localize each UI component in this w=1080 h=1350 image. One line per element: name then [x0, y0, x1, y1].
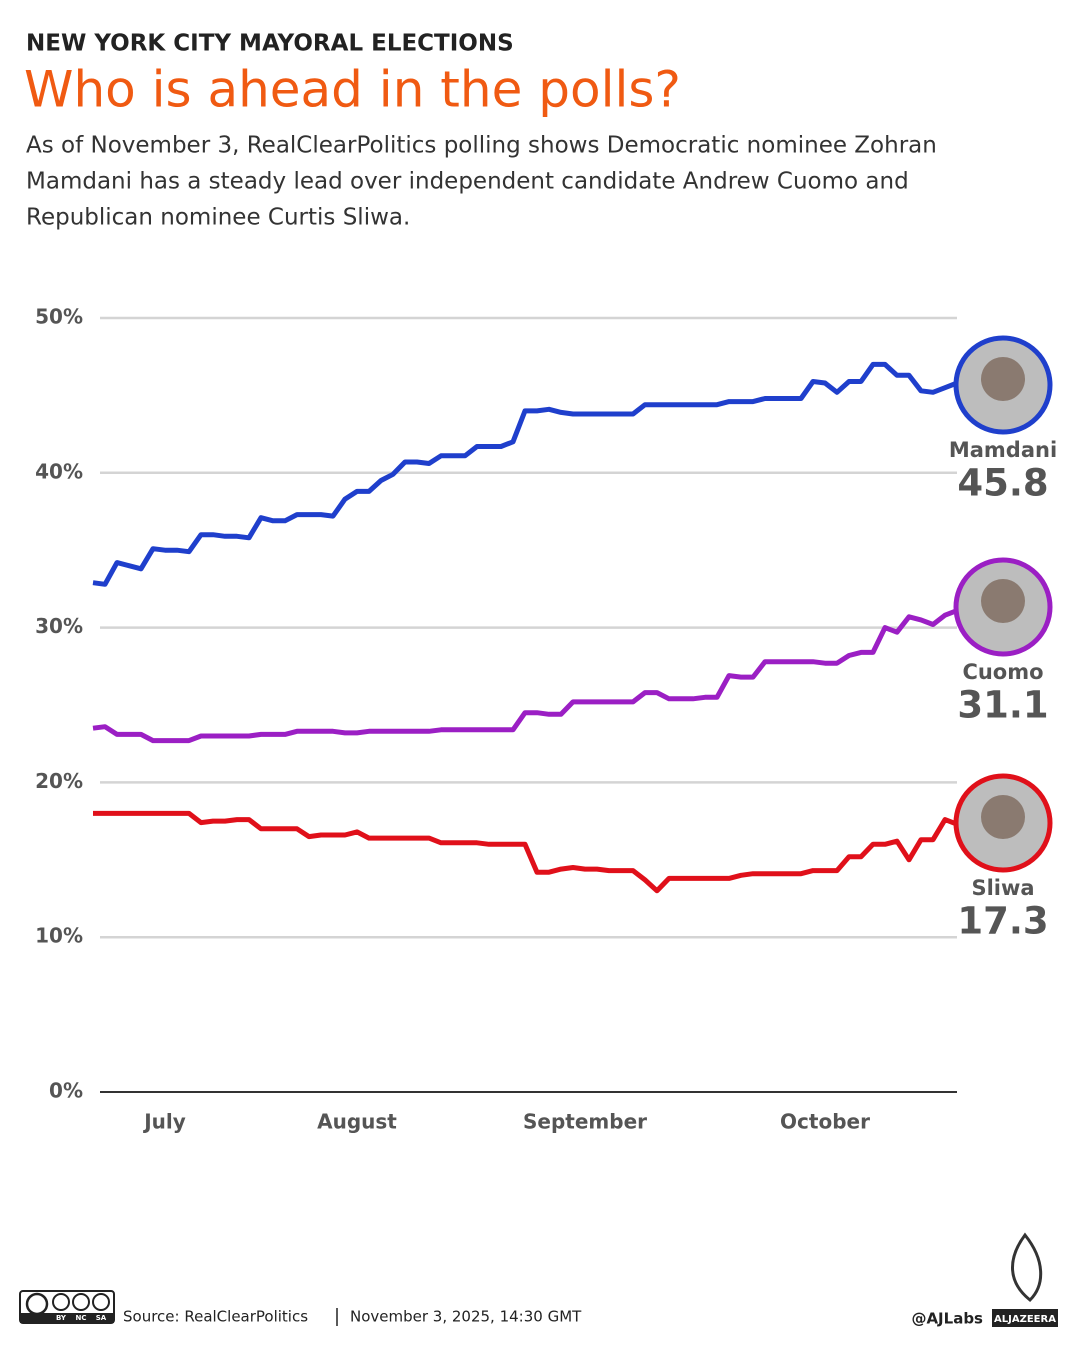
- badge-text: SA: [96, 1314, 107, 1322]
- y-tick-label: 20%: [35, 769, 83, 793]
- legend-name: Mamdani: [949, 438, 1057, 462]
- series-line: [92, 361, 958, 587]
- kicker: NEW YORK CITY MAYORAL ELECTIONS: [26, 31, 514, 57]
- legend-name: Cuomo: [962, 660, 1043, 684]
- y-tick-label: 30%: [35, 614, 83, 638]
- x-tick-label: September: [523, 1110, 647, 1134]
- source: Source: RealClearPolitics: [123, 1308, 308, 1326]
- badge-icon: [52, 1293, 70, 1311]
- end-value-label: 31.1: [957, 684, 1048, 727]
- x-tick-label: October: [780, 1110, 870, 1134]
- license-badge: BY NC SA: [19, 1290, 115, 1324]
- series-line: [92, 608, 958, 744]
- description: As of November 3, RealClearPolitics poll…: [26, 133, 937, 159]
- end-value-label: 17.3: [957, 900, 1048, 943]
- y-tick-label: 50%: [35, 305, 83, 329]
- badge-text: BY: [56, 1314, 67, 1322]
- brand: ALJAZEERA: [994, 1314, 1056, 1325]
- description: Republican nominee Curtis Sliwa.: [26, 205, 410, 231]
- legend-name: Sliwa: [971, 876, 1034, 900]
- y-tick-label: 0%: [49, 1079, 83, 1103]
- badge-icon: [72, 1293, 90, 1311]
- title: Who is ahead in the polls?: [24, 61, 681, 119]
- end-value-label: 45.8: [957, 462, 1048, 505]
- portrait-head: [981, 357, 1025, 401]
- y-tick-label: 10%: [35, 924, 83, 948]
- brand-box: [992, 1309, 1058, 1327]
- portrait-head: [981, 579, 1025, 623]
- badge-icon: [92, 1293, 110, 1311]
- x-tick-label: August: [317, 1110, 397, 1134]
- series-line: [93, 810, 958, 894]
- badge-strip: [20, 1313, 114, 1323]
- date: November 3, 2025, 14:30 GMT: [350, 1308, 582, 1326]
- badge-text: NC: [76, 1314, 87, 1322]
- badge-icon: [25, 1292, 49, 1316]
- portrait-head: [981, 795, 1025, 839]
- x-tick-label: July: [142, 1110, 186, 1134]
- y-tick-label: 40%: [35, 459, 83, 483]
- credit: @AJLabs: [911, 1310, 983, 1328]
- brand-logo: [1011, 1232, 1043, 1303]
- description: Mamdani has a steady lead over independe…: [26, 169, 909, 195]
